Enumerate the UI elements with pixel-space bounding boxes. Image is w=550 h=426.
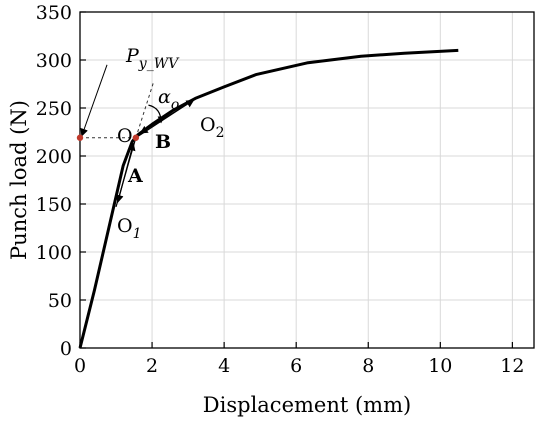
point-o1-subscript: 1 xyxy=(133,226,142,242)
alpha-dashed-line xyxy=(135,80,155,138)
x-tick-label: 10 xyxy=(428,355,452,377)
py-label: Py_WV xyxy=(125,45,180,72)
x-tick-label: 4 xyxy=(218,355,230,377)
x-tick-label: 8 xyxy=(362,355,374,377)
y-tick-label: 150 xyxy=(36,194,72,216)
point-o1-label: O1 xyxy=(117,215,142,242)
alpha-angle-arc xyxy=(148,104,165,124)
arrow-b xyxy=(139,99,195,134)
point-o2-main: O xyxy=(200,114,216,136)
y-tick-label: 0 xyxy=(60,338,72,360)
py-point-marker xyxy=(76,134,84,141)
construction-lines xyxy=(80,64,200,208)
x-tick-label: 2 xyxy=(146,355,158,377)
plot-frame xyxy=(79,11,535,349)
x-axis-title: Displacement (mm) xyxy=(203,393,411,417)
y-tick-label: 300 xyxy=(36,50,72,72)
label-a: A xyxy=(127,165,143,187)
point-o2-subscript: 2 xyxy=(216,125,225,141)
y-tick-label: 100 xyxy=(36,242,72,264)
alpha-main: α xyxy=(158,86,171,108)
x-tick-label: 6 xyxy=(290,355,302,377)
arrow-a xyxy=(115,142,136,204)
y-tick-label: 50 xyxy=(48,290,72,312)
y-tick-label: 350 xyxy=(36,2,72,24)
point-o-marker xyxy=(132,134,140,141)
label-b: B xyxy=(155,131,171,153)
x-tick-label: 0 xyxy=(74,355,86,377)
alpha-label: αo xyxy=(158,86,179,113)
x-tick-label: 12 xyxy=(500,355,524,377)
alpha-subscript: o xyxy=(171,97,179,113)
y-tick-label: 200 xyxy=(36,146,72,168)
y-axis-title: Punch load (N) xyxy=(7,100,31,260)
point-o2-label: O2 xyxy=(200,114,225,141)
load-displacement-curve xyxy=(78,48,459,349)
py-label-subscript: y_WV xyxy=(138,56,180,72)
py-label-main: P xyxy=(125,45,140,67)
point-o1-main: O xyxy=(117,215,133,237)
y-tick-label: 250 xyxy=(36,98,72,120)
point-o-label: O xyxy=(117,125,133,147)
py-pointer-arrow xyxy=(80,64,108,137)
